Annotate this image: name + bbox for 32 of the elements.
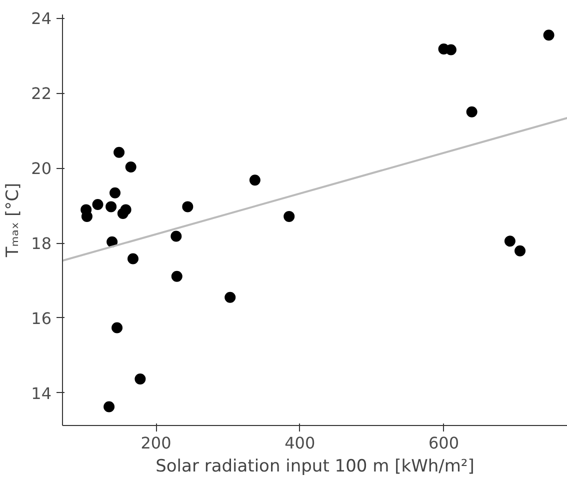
point	[125, 161, 136, 172]
x-tick-label: 400	[284, 434, 316, 452]
point	[249, 174, 260, 186]
y-axis-title: Tₘₐₓ [°C]	[3, 182, 24, 258]
point	[134, 374, 146, 385]
y-tick-label: 18	[31, 234, 52, 254]
point	[170, 230, 182, 242]
point	[224, 292, 236, 303]
point	[112, 322, 123, 334]
point	[466, 106, 478, 118]
x-tick-label: 600	[428, 434, 460, 452]
y-tick-label: 22	[31, 84, 52, 104]
x-axis-title: Solar radiation input 100 m [kWh/m²]	[156, 456, 474, 476]
point	[284, 210, 295, 222]
point	[182, 201, 194, 212]
point	[171, 270, 182, 282]
point	[543, 30, 554, 41]
y-tick-label: 20	[31, 159, 52, 178]
point	[504, 236, 516, 247]
point	[114, 146, 125, 158]
point	[120, 204, 132, 216]
point	[110, 187, 121, 198]
point	[92, 198, 104, 210]
y-tick-label: 24	[31, 9, 52, 28]
x-tick-label: 200	[140, 434, 172, 452]
point	[514, 245, 526, 256]
y-tick-label: 16	[31, 308, 52, 328]
y-tick-label: 14	[31, 384, 52, 403]
point	[104, 401, 115, 412]
point	[106, 236, 118, 248]
point	[106, 201, 117, 212]
point	[128, 253, 138, 264]
